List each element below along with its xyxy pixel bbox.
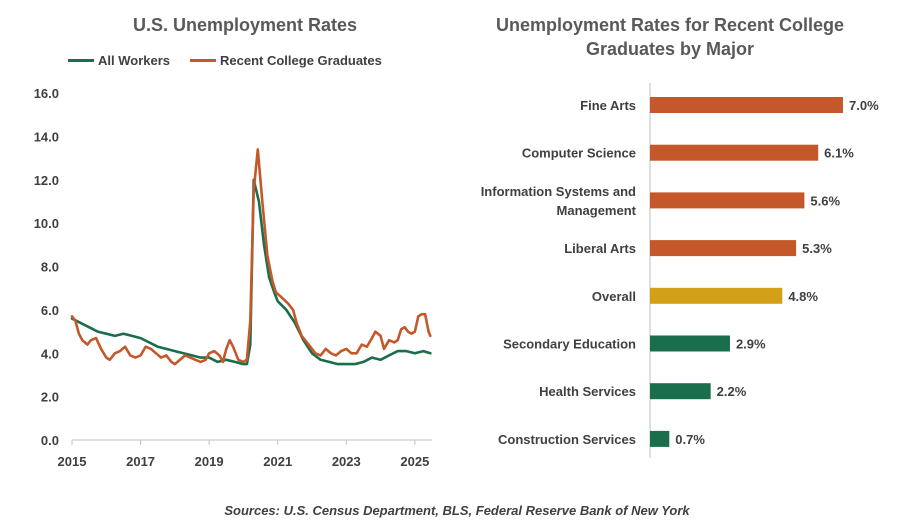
bar-category-label: Liberal Arts [564,241,636,256]
bar-category-label: Health Services [539,384,636,399]
bar [650,144,819,161]
bar-category-label: Computer Science [522,146,636,161]
legend-item-all-workers: All Workers [68,53,170,68]
bar-value-label: 2.2% [717,384,747,399]
source-note: Sources: U.S. Census Department, BLS, Fe… [224,503,690,518]
line-chart-title: U.S. Unemployment Rates [132,15,358,35]
legend-label-all-workers: All Workers [98,53,171,68]
bar-category-label: Secondary Education [503,337,636,352]
bar-value-label: 6.1% [824,146,854,161]
legend-item-recent-graduates: Recent College Graduates [190,53,382,68]
bar-category-label: Overall [592,289,636,304]
bar-category-label: Management [557,203,637,218]
bar [650,287,783,304]
line-chart-legend: All Workers Recent College Graduates [68,53,402,68]
bar [650,383,711,400]
y-tick-label: 0.0 [41,433,59,448]
y-tick-label: 12.0 [34,173,59,188]
bar-category-label: Information Systems and [481,184,636,199]
legend-label-recent-graduates: Recent College Graduates [220,53,382,68]
series-line-recent-graduates [70,148,432,366]
bar-category-label: Construction Services [498,432,636,447]
bar [650,335,730,352]
y-tick-label: 6.0 [41,303,59,318]
bar-value-label: 0.7% [675,432,705,447]
y-tick-label: 10.0 [34,216,59,231]
bar-chart-title: Unemployment Rates for Recent College Gr… [495,15,845,59]
bar [650,430,670,447]
y-tick-label: 16.0 [34,86,59,101]
bar-category-label: Fine Arts [580,98,636,113]
bar [650,192,805,209]
bar-value-label: 4.8% [788,289,818,304]
bar [650,240,797,257]
bar-value-label: 5.3% [802,241,832,256]
y-tick-label: 8.0 [41,260,59,275]
legend-swatch-recent-graduates [190,59,217,62]
bar-value-label: 2.9% [736,337,766,352]
x-tick-label: 2025 [400,454,429,469]
bar [650,97,843,113]
bar-value-label: 7.0% [849,98,879,113]
y-tick-label: 14.0 [34,129,59,144]
x-tick-label: 2017 [126,454,155,469]
y-tick-label: 4.0 [41,346,59,361]
x-tick-label: 2023 [332,454,361,469]
bar-value-label: 5.6% [810,193,840,208]
x-tick-label: 2015 [58,454,87,469]
legend-swatch-all-workers [68,59,94,62]
y-tick-label: 2.0 [41,390,59,405]
x-tick-label: 2021 [263,454,292,469]
x-tick-label: 2019 [195,454,224,469]
